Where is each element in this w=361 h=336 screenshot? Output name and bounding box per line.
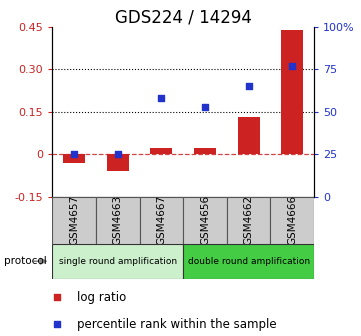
Bar [183,197,227,244]
Bar [270,197,314,244]
Text: GSM4662: GSM4662 [244,195,254,245]
Point [246,84,252,89]
Point [54,295,60,300]
Bar [238,117,260,154]
Bar [52,244,183,279]
Point [158,95,164,101]
Bar [227,197,270,244]
Text: percentile rank within the sample: percentile rank within the sample [77,318,276,331]
Bar [183,244,314,279]
Point [202,104,208,109]
Bar [140,197,183,244]
Point [71,152,77,157]
Bar [63,154,85,163]
Text: GSM4657: GSM4657 [69,195,79,245]
Point [54,322,60,327]
Text: GSM4663: GSM4663 [113,195,123,245]
Point [290,63,295,69]
Bar [96,197,140,244]
Text: GSM4667: GSM4667 [156,195,166,245]
Point [115,152,121,157]
Bar [281,30,303,154]
Text: GSM4656: GSM4656 [200,195,210,245]
Text: log ratio: log ratio [77,291,126,304]
Text: single round amplification: single round amplification [59,257,177,266]
Bar [52,197,96,244]
Bar [194,149,216,154]
Text: GSM4666: GSM4666 [287,195,297,245]
Text: protocol: protocol [4,256,46,266]
Bar [151,149,172,154]
Title: GDS224 / 14294: GDS224 / 14294 [115,9,252,27]
Bar [107,154,129,171]
Text: double round amplification: double round amplification [188,257,310,266]
